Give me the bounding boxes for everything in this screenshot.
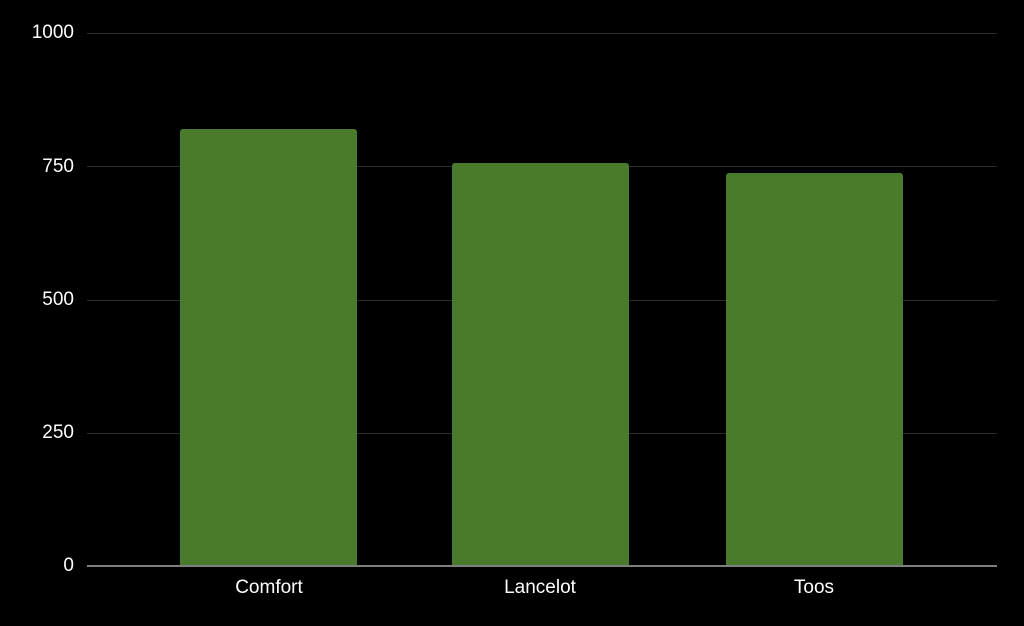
plot-area <box>87 33 997 567</box>
x-axis-category-label: Comfort <box>235 577 303 598</box>
y-axis-tick-label: 500 <box>42 289 74 310</box>
x-axis-category-label: Toos <box>793 577 835 598</box>
y-axis-tick-label: 750 <box>42 156 74 177</box>
bar-toos[interactable] <box>726 173 903 566</box>
x-axis-category-label: Lancelot <box>504 577 576 598</box>
x-axis-baseline <box>87 565 997 567</box>
bar-comfort[interactable] <box>180 129 357 566</box>
bar-lancelot[interactable] <box>452 163 629 566</box>
y-axis-tick-label: 1000 <box>31 22 74 43</box>
y-axis-tick-label: 250 <box>42 422 74 443</box>
y-axis-tick-label: 0 <box>63 555 74 576</box>
gridline <box>87 33 997 34</box>
